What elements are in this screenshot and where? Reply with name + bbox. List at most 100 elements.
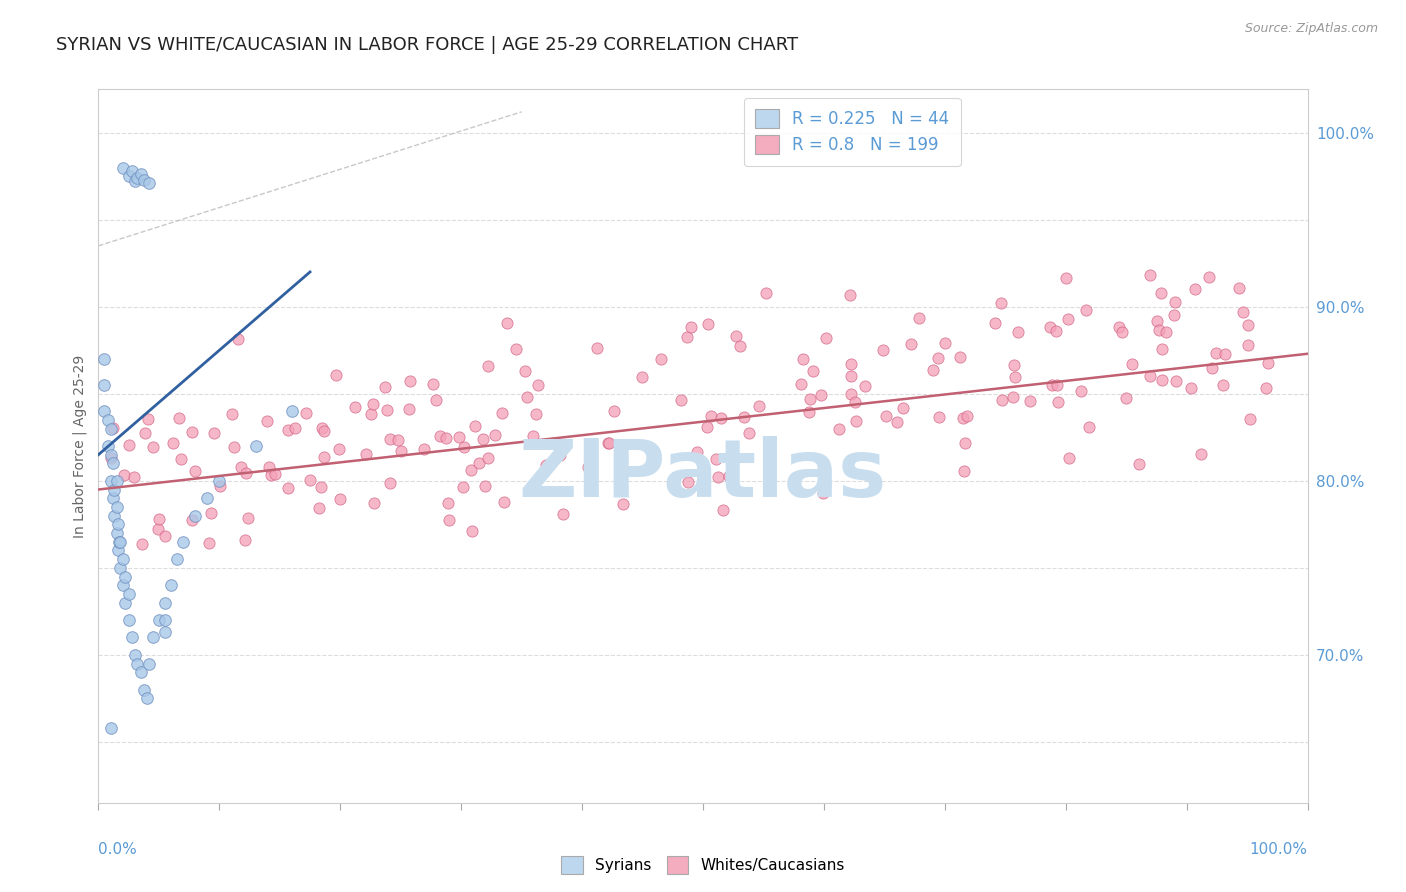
- Point: [153, 625, 176, 640]
- Point: [1057, 451, 1080, 466]
- Point: [422, 376, 444, 391]
- Point: [111, 578, 134, 592]
- Point: [153, 529, 176, 543]
- Point: [484, 427, 506, 442]
- Point: [697, 317, 720, 331]
- Point: [505, 342, 527, 356]
- Point: [671, 392, 693, 407]
- Point: [101, 421, 124, 435]
- Point: [1128, 457, 1150, 471]
- Point: [221, 407, 243, 421]
- Point: [550, 448, 572, 462]
- Point: [436, 496, 458, 510]
- Text: 100.0%: 100.0%: [1250, 842, 1308, 857]
- Point: [799, 392, 821, 407]
- Point: [135, 691, 157, 706]
- Point: [733, 409, 755, 424]
- Point: [111, 552, 134, 566]
- Point: [184, 464, 207, 478]
- Point: [853, 378, 876, 392]
- Point: [792, 351, 814, 366]
- Point: [631, 370, 654, 384]
- Point: [495, 316, 517, 330]
- Point: [952, 411, 974, 425]
- Point: [953, 464, 976, 478]
- Point: [105, 474, 128, 488]
- Point: [114, 569, 136, 583]
- Point: [107, 543, 129, 558]
- Point: [172, 534, 194, 549]
- Point: [828, 422, 851, 436]
- Point: [1180, 381, 1202, 395]
- Point: [309, 480, 332, 494]
- Point: [138, 176, 160, 190]
- Point: [585, 341, 607, 355]
- Point: [1227, 281, 1250, 295]
- Point: [699, 409, 721, 423]
- Point: [927, 351, 949, 366]
- Point: [127, 657, 149, 671]
- Point: [224, 440, 246, 454]
- Point: [1205, 346, 1227, 360]
- Point: [111, 161, 134, 175]
- Point: [136, 412, 159, 426]
- Point: [108, 561, 131, 575]
- Point: [1019, 394, 1042, 409]
- Point: [679, 320, 702, 334]
- Point: [814, 331, 837, 345]
- Point: [1237, 337, 1260, 351]
- Point: [1236, 318, 1258, 332]
- Point: [235, 466, 257, 480]
- Point: [1232, 305, 1254, 319]
- Point: [238, 511, 260, 525]
- Point: [146, 522, 169, 536]
- Point: [118, 437, 141, 451]
- Point: [299, 473, 322, 487]
- Point: [118, 613, 141, 627]
- Point: [259, 468, 281, 483]
- Point: [650, 351, 672, 366]
- Point: [1212, 378, 1234, 392]
- Point: [491, 406, 513, 420]
- Point: [602, 404, 624, 418]
- Point: [1150, 286, 1173, 301]
- Point: [841, 369, 863, 384]
- Point: [343, 400, 366, 414]
- Point: [922, 362, 945, 376]
- Point: [534, 458, 557, 473]
- Point: [453, 440, 475, 454]
- Point: [208, 479, 231, 493]
- Point: [375, 403, 398, 417]
- Point: [325, 368, 347, 382]
- Point: [956, 409, 979, 423]
- Point: [596, 436, 619, 450]
- Point: [1257, 356, 1279, 370]
- Point: [100, 474, 122, 488]
- Point: [522, 428, 544, 442]
- Point: [811, 486, 834, 500]
- Point: [97, 413, 120, 427]
- Point: [107, 517, 129, 532]
- Point: [953, 436, 976, 450]
- Point: [153, 613, 176, 627]
- Point: [360, 407, 382, 421]
- Point: [105, 500, 128, 514]
- Point: [195, 491, 218, 506]
- Point: [839, 387, 862, 401]
- Point: [100, 421, 122, 435]
- Point: [704, 452, 727, 467]
- Point: [245, 439, 267, 453]
- Point: [425, 393, 447, 408]
- Point: [148, 613, 170, 627]
- Point: [148, 511, 170, 525]
- Point: [311, 420, 333, 434]
- Point: [1007, 325, 1029, 339]
- Point: [283, 420, 305, 434]
- Point: [725, 329, 748, 343]
- Point: [105, 526, 128, 541]
- Point: [984, 316, 1007, 330]
- Point: [1045, 324, 1067, 338]
- Legend: R = 0.225   N = 44, R = 0.8   N = 199: R = 0.225 N = 44, R = 0.8 N = 199: [744, 97, 960, 166]
- Point: [198, 535, 221, 549]
- Point: [162, 435, 184, 450]
